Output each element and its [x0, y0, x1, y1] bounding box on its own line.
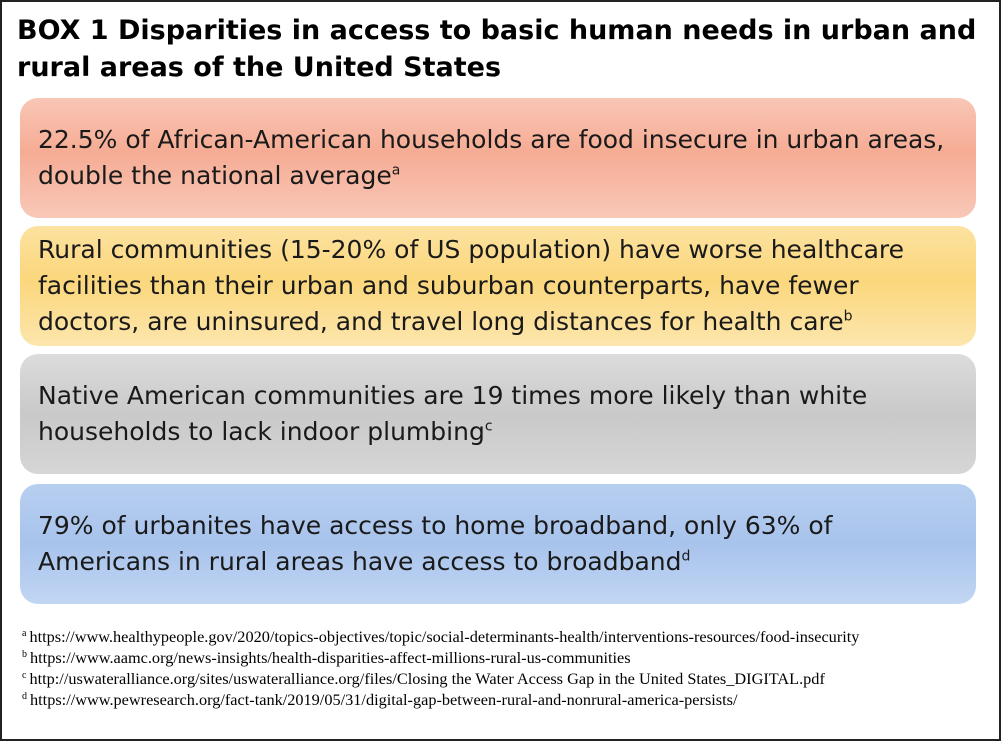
footnote-link[interactable]: https://www.aamc.org/news-insights/healt…	[30, 648, 631, 667]
footnote-link[interactable]: https://www.pewresearch.org/fact-tank/20…	[30, 690, 738, 709]
footnote-marker: d	[681, 548, 691, 565]
panel-statement: 22.5% of African-American households are…	[38, 125, 945, 190]
footnote-b: b https://www.aamc.org/news-insights/heal…	[22, 647, 997, 668]
footnote-d: d https://www.pewresearch.org/fact-tank/2…	[22, 689, 997, 710]
footnote-c: c http://uswateralliance.org/sites/uswate…	[22, 668, 997, 689]
footnote-mark: c	[22, 669, 27, 681]
footnote-mark: d	[22, 690, 27, 702]
footnote-link[interactable]: https://www.healthypeople.gov/2020/topic…	[29, 627, 860, 646]
panel-text: 79% of urbanites have access to home bro…	[38, 508, 958, 580]
panel-text: Native American communities are 19 times…	[38, 378, 958, 450]
panel-statement: Rural communities (15-20% of US populati…	[38, 235, 905, 336]
box-title: BOX 1 Disparities in access to basic hum…	[17, 15, 977, 83]
footnotes: a https://www.healthypeople.gov/2020/topi…	[22, 626, 997, 710]
panel-rural-healthcare: Rural communities (15-20% of US populati…	[20, 226, 976, 346]
panel-indoor-plumbing: Native American communities are 19 times…	[20, 354, 976, 474]
footnote-link[interactable]: http://uswateralliance.org/sites/uswater…	[29, 669, 825, 688]
footnote-mark: b	[22, 648, 27, 660]
panel-statement: 79% of urbanites have access to home bro…	[38, 511, 833, 576]
footnote-mark: a	[22, 627, 27, 639]
panel-statement: Native American communities are 19 times…	[38, 381, 868, 446]
footnote-marker: a	[391, 162, 401, 179]
footnote-marker: c	[484, 418, 493, 435]
footnote-a: a https://www.healthypeople.gov/2020/topi…	[22, 626, 997, 647]
footnote-marker: b	[843, 308, 853, 325]
panel-broadband: 79% of urbanites have access to home bro…	[20, 484, 976, 604]
panel-food-insecurity: 22.5% of African-American households are…	[20, 98, 976, 218]
panel-text: Rural communities (15-20% of US populati…	[38, 232, 958, 340]
panel-text: 22.5% of African-American households are…	[38, 122, 958, 194]
